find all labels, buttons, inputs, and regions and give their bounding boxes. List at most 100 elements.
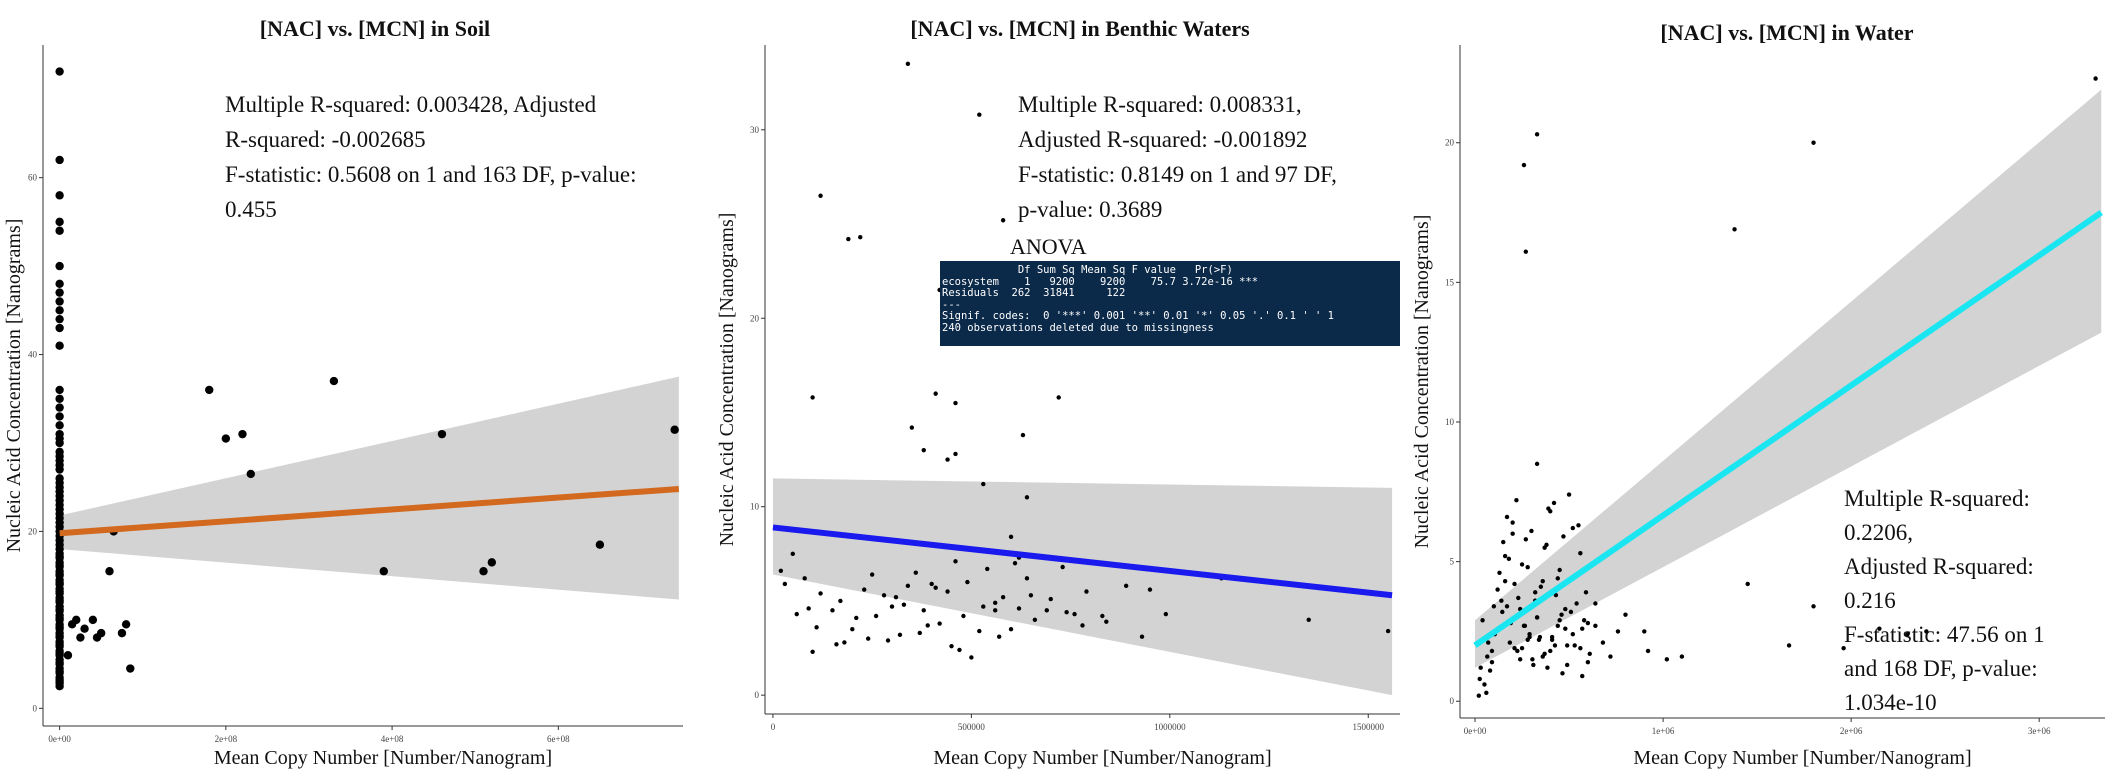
data-point [479, 567, 488, 576]
anova-table: Df Sum Sq Mean Sq F value Pr(>F) ecosyst… [940, 261, 1400, 346]
data-point [55, 394, 64, 403]
data-point [55, 385, 64, 395]
data-point [846, 236, 851, 242]
data-point [1080, 623, 1085, 628]
data-point [1512, 645, 1517, 651]
data-point [1745, 581, 1750, 587]
data-point [913, 570, 919, 575]
data-point [1507, 640, 1513, 645]
y-tick-label: 20 [750, 313, 760, 323]
data-point [834, 642, 839, 647]
data-point [1732, 227, 1737, 232]
x-tick-label: 2e+08 [215, 734, 238, 744]
data-point [55, 341, 64, 350]
data-point [953, 451, 958, 457]
data-point [842, 640, 847, 645]
data-point [1561, 534, 1566, 539]
data-point [1032, 617, 1038, 622]
data-point [221, 434, 231, 443]
data-point [790, 551, 795, 557]
regression-stats-line: 0.216 [1844, 588, 1896, 613]
data-point [1527, 634, 1532, 640]
data-point [55, 403, 64, 412]
data-point [55, 465, 64, 474]
y-axis-label: Nucleic Acid Concentration [Nanograms] [3, 219, 25, 553]
data-point [1020, 432, 1026, 438]
data-point [1786, 643, 1792, 648]
data-point [55, 569, 64, 579]
data-point [925, 623, 930, 628]
data-point [1504, 514, 1510, 520]
regression-stats-line: R-squared: -0.002685 [225, 127, 426, 152]
x-tick-label: 1500000 [1353, 722, 1385, 732]
regression-stats-line: 1.034e-10 [1844, 690, 1937, 715]
data-point [818, 193, 823, 198]
regression-line [1473, 210, 2103, 648]
data-point [1506, 556, 1512, 562]
data-point [55, 649, 64, 658]
data-point [1516, 595, 1521, 601]
data-point [981, 604, 986, 609]
data-point [1497, 570, 1502, 575]
data-point [1519, 562, 1525, 567]
data-point [72, 615, 81, 625]
data-point [1012, 561, 1018, 566]
data-point [1163, 611, 1169, 617]
data-point [1104, 619, 1109, 624]
y-tick-label: 40 [28, 350, 38, 360]
data-point [1510, 531, 1515, 536]
data-point [1521, 162, 1527, 168]
data-point [1500, 609, 1505, 615]
data-point [1608, 654, 1613, 659]
data-point [794, 611, 799, 617]
data-point [1028, 593, 1034, 598]
data-point [55, 666, 64, 676]
data-point [1564, 643, 1570, 648]
data-point [55, 551, 64, 561]
data-point [1549, 637, 1555, 643]
data-point [1557, 618, 1562, 623]
data-point [55, 288, 64, 297]
data-point [977, 112, 982, 117]
data-point [945, 589, 950, 594]
data-point [1551, 500, 1557, 506]
data-point [1056, 395, 1061, 400]
data-point [1585, 620, 1591, 626]
x-tick-label: 0 [771, 722, 776, 732]
x-tick-label: 2e+06 [1840, 726, 1863, 736]
data-point [1477, 676, 1482, 682]
data-point [1583, 590, 1589, 595]
data-point [55, 578, 64, 587]
data-point [850, 626, 855, 632]
data-point [126, 664, 135, 673]
regression-stats-line: F-statistic: 0.8149 on 1 and 97 DF, [1018, 162, 1337, 187]
x-tick-label: 4e+08 [381, 734, 404, 744]
regression-stats-line: 0.455 [225, 197, 277, 222]
data-point [1645, 648, 1651, 654]
data-point [1570, 525, 1576, 531]
y-tick-label: 20 [1445, 138, 1455, 148]
data-point [905, 61, 911, 67]
data-point [992, 608, 998, 613]
data-point [858, 235, 863, 240]
y-tick-label: 60 [28, 173, 38, 183]
data-point [1044, 608, 1049, 613]
data-point [1306, 617, 1311, 622]
chart-title: [NAC] vs. [MCN] in Benthic Waters [910, 16, 1250, 41]
data-point [55, 613, 64, 623]
data-point [1530, 657, 1535, 662]
data-point [1523, 249, 1529, 254]
y-tick-label: 10 [1445, 417, 1455, 427]
data-point [782, 581, 788, 587]
regression-stats-line: Multiple R-squared: [1844, 486, 2030, 511]
data-point [55, 640, 64, 649]
data-point [1502, 553, 1508, 559]
data-point [1555, 576, 1560, 581]
data-point [992, 600, 998, 606]
data-point [1060, 564, 1065, 570]
data-point [869, 572, 875, 577]
data-point [862, 587, 867, 592]
data-point [889, 604, 895, 609]
data-point [55, 226, 64, 235]
x-axis-label: Mean Copy Number [Number/Nanogram] [214, 747, 552, 769]
